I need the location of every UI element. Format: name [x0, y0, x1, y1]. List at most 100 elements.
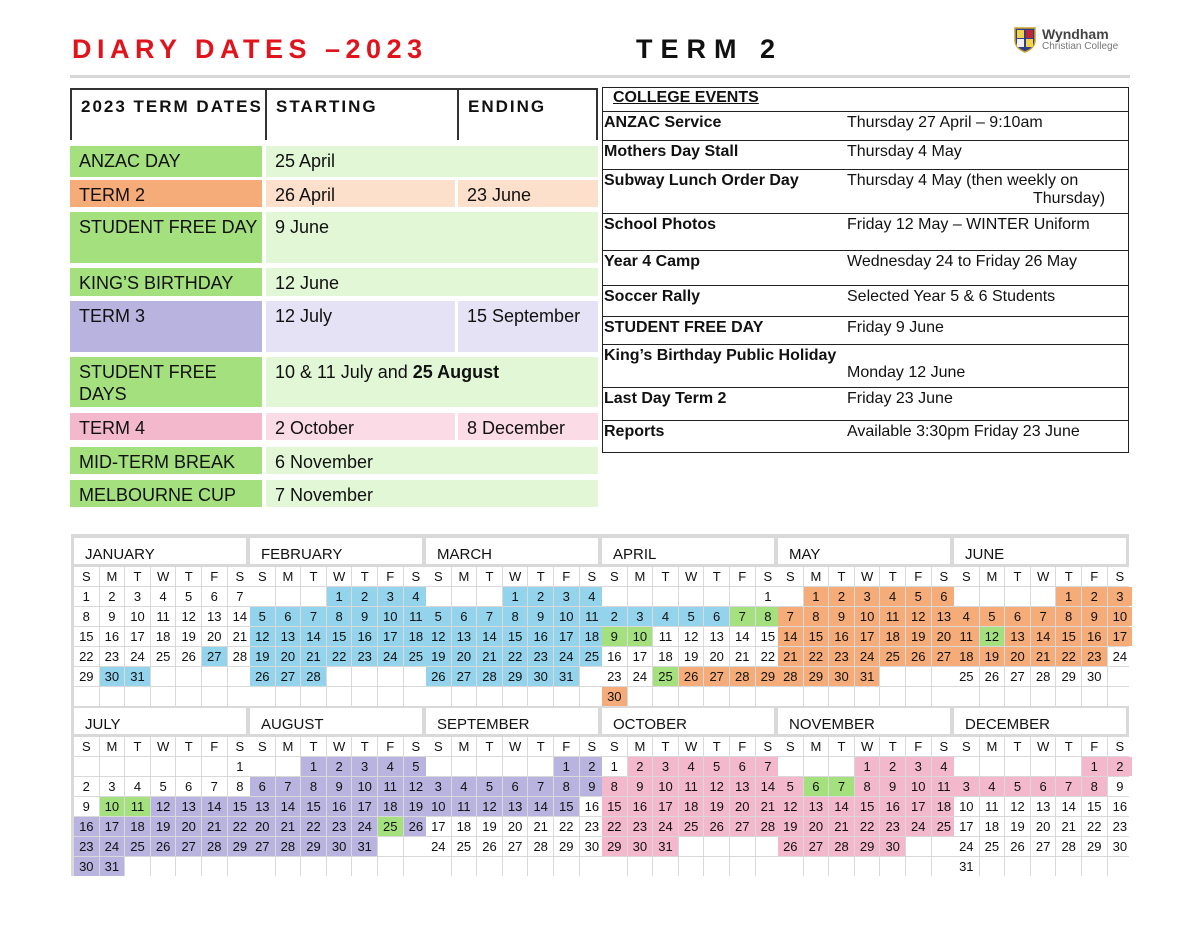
- day-cell: 30: [602, 687, 627, 706]
- term-row-label: ANZAC DAY: [70, 146, 262, 177]
- day-cell: 10: [553, 607, 579, 626]
- day-cell: 12: [905, 607, 931, 626]
- empty-cell: [803, 687, 829, 706]
- day-cell: 14: [201, 797, 227, 816]
- day-cell: 19: [704, 797, 729, 816]
- day-cell: 26: [426, 667, 451, 686]
- weekday-label: M: [627, 737, 653, 756]
- day-cell: 13: [451, 627, 477, 646]
- weekday-label: M: [99, 567, 125, 586]
- weekday-label: T: [352, 567, 377, 586]
- empty-cell: [778, 757, 803, 776]
- day-cell: 23: [829, 647, 854, 666]
- day-cell: 12: [250, 627, 275, 646]
- day-cell: 9: [579, 777, 605, 796]
- day-cell: 29: [854, 837, 880, 856]
- day-cell: 16: [326, 797, 352, 816]
- empty-cell: [829, 757, 854, 776]
- weekday-label: S: [755, 567, 781, 586]
- weekday-label: T: [528, 567, 553, 586]
- day-cell: 2: [1107, 757, 1133, 776]
- day-cell: 6: [275, 607, 301, 626]
- month-february: FEBRUARY S M T W T F S 1 2 3 4 5 6 7 8 9 10 11 12 13 14 15 16 17…: [250, 536, 429, 706]
- weekday-label: F: [1081, 737, 1107, 756]
- empty-cell: [477, 757, 502, 776]
- empty-cell: [1030, 687, 1056, 706]
- day-cell: 31: [854, 667, 880, 686]
- day-cell: 24: [954, 837, 979, 856]
- day-cell: 11: [880, 607, 905, 626]
- page-title: DIARY DATES –2023: [72, 34, 428, 64]
- empty-cell: [979, 587, 1005, 606]
- empty-cell: [931, 837, 957, 856]
- day-cell: 15: [301, 797, 326, 816]
- weekday-label: F: [201, 567, 227, 586]
- empty-cell: [403, 687, 429, 706]
- empty-cell: [880, 667, 905, 686]
- month-grid: S M T W T F S 1 2 3 4 5 6 7 8 9 10 11 12 13 14 15 16 17 18 19 20 21…: [778, 567, 957, 706]
- empty-cell: [1005, 587, 1030, 606]
- day-cell: 18: [125, 817, 150, 836]
- empty-cell: [653, 687, 678, 706]
- day-cell: 2: [829, 587, 854, 606]
- day-cell: 1: [602, 757, 627, 776]
- empty-cell: [979, 757, 1005, 776]
- day-cell: 18: [931, 797, 957, 816]
- event-name: Year 4 Camp: [604, 253, 701, 270]
- term-row-start: 12 July: [266, 301, 455, 352]
- day-cell: 23: [99, 647, 125, 666]
- day-cell: 7: [729, 607, 755, 626]
- day-cell: 14: [275, 797, 301, 816]
- day-cell: 19: [176, 627, 201, 646]
- day-cell: 18: [653, 647, 678, 666]
- day-cell: 18: [451, 817, 477, 836]
- day-cell: 18: [377, 797, 403, 816]
- day-cell: 11: [678, 777, 704, 796]
- logo-subtitle: Christian College: [1042, 41, 1119, 52]
- day-cell: 15: [227, 797, 253, 816]
- day-cell: 23: [352, 647, 377, 666]
- empty-cell: [803, 857, 829, 876]
- day-cell: 5: [403, 757, 429, 776]
- empty-cell: [426, 587, 451, 606]
- empty-cell: [99, 687, 125, 706]
- term-row-label: STUDENT FREE DAY: [70, 212, 262, 263]
- event-value: Monday 12 June: [847, 364, 966, 381]
- empty-cell: [528, 687, 553, 706]
- day-cell: 4: [579, 587, 605, 606]
- weekday-label: W: [326, 737, 352, 756]
- event-name: Mothers Day Stall: [604, 143, 739, 160]
- empty-cell: [1107, 687, 1133, 706]
- day-cell: 2: [528, 587, 553, 606]
- day-cell: 24: [352, 817, 377, 836]
- day-cell: 10: [99, 797, 125, 816]
- day-cell: 11: [931, 777, 957, 796]
- day-cell: 8: [854, 777, 880, 796]
- day-cell: 16: [627, 797, 653, 816]
- empty-cell: [227, 857, 253, 876]
- day-cell: 21: [301, 647, 326, 666]
- day-cell: 30: [74, 857, 99, 876]
- weekday-label: S: [931, 737, 957, 756]
- weekday-label: M: [979, 567, 1005, 586]
- day-cell: 12: [1005, 797, 1030, 816]
- day-cell: 9: [880, 777, 905, 796]
- empty-cell: [1107, 667, 1133, 686]
- month-grid: S M T W T F S 1 2 3 4 5 6 7 8 9 10 11 12 13 14 15 16 17 18 19 20 21…: [250, 737, 429, 876]
- empty-cell: [905, 687, 931, 706]
- weekday-label: T: [301, 567, 326, 586]
- day-cell: 7: [477, 607, 502, 626]
- empty-cell: [653, 587, 678, 606]
- month-april: APRIL S M T W T F S 1 2 3 4 5 6 7 8 9 10 11 12 13 14 15 16 17 18 1…: [602, 536, 781, 706]
- event-name: King’s Birthday Public Holiday: [604, 347, 837, 364]
- day-cell: 17: [653, 797, 678, 816]
- empty-cell: [1005, 857, 1030, 876]
- event-value: Thursday 4 May (then weekly on: [847, 172, 1079, 189]
- day-cell: 30: [829, 667, 854, 686]
- logo-name: Wyndham: [1042, 26, 1109, 42]
- day-cell: 27: [201, 647, 227, 666]
- day-cell: 10: [627, 627, 653, 646]
- weekday-label: T: [176, 737, 201, 756]
- empty-cell: [301, 587, 326, 606]
- day-cell: 9: [352, 607, 377, 626]
